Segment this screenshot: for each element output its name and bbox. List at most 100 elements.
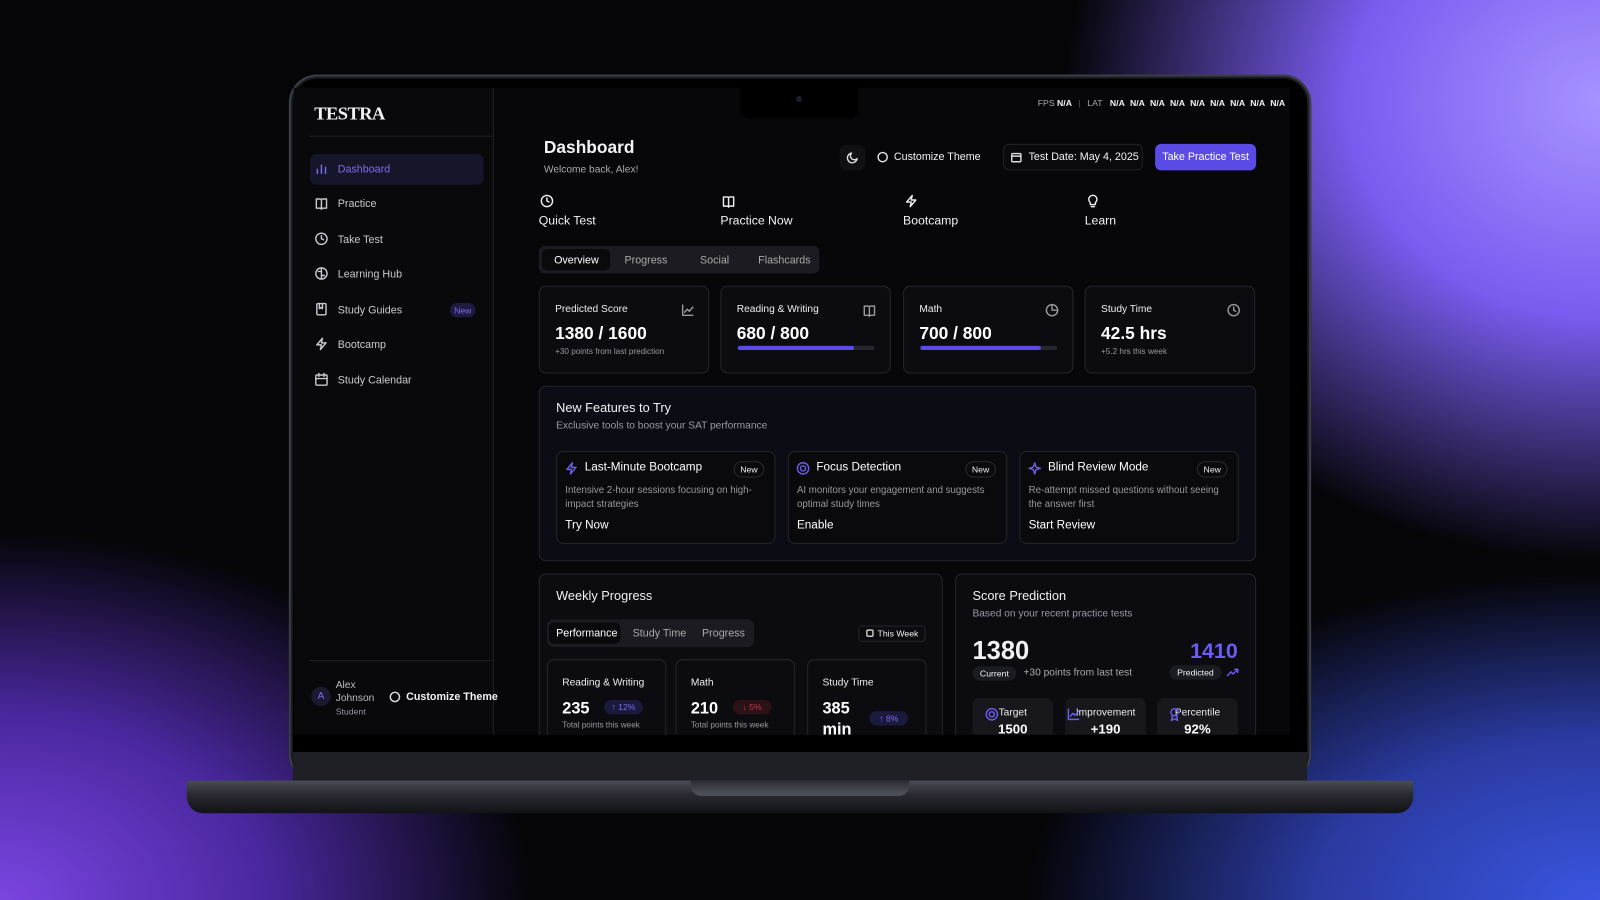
weekly-tab-active-bg (548, 622, 621, 644)
feature-description: Intensive 2-hour sessions focusing on hi… (565, 484, 752, 511)
metric-label: Percentile (1174, 707, 1221, 719)
feature-title: Last-Minute Bootcamp (584, 461, 703, 474)
tab[interactable]: Social (699, 254, 730, 267)
features-title: New Features to Try (556, 401, 671, 416)
tab[interactable]: Flashcards (758, 254, 811, 267)
nav-item[interactable]: Learning Hub (337, 268, 403, 281)
nav-item[interactable]: Take Test (337, 233, 383, 246)
weekly-value: 210 (690, 699, 719, 718)
nav-active-bg (310, 154, 484, 185)
nav-badge: New (449, 303, 476, 318)
weekly-label: Reading & Writing (562, 677, 645, 689)
metric-value: 1500 (997, 721, 1028, 735)
notch (739, 87, 859, 119)
fps-label: FPS (1037, 97, 1055, 109)
weekly-tab[interactable]: Performance (556, 627, 618, 640)
nav-icon (316, 164, 327, 175)
stat-icon (1227, 303, 1240, 317)
progress-bar (737, 345, 854, 350)
feature-badge: New (965, 461, 996, 478)
prediction-title: Score Prediction (972, 588, 1067, 604)
palette-icon (877, 151, 888, 163)
screen: TESTRA New A Alex Johnson Student Custom… (293, 87, 1290, 735)
calendar-icon (866, 629, 874, 637)
feature-badge: New (1196, 461, 1228, 478)
features-subtitle: Exclusive tools to boost your SAT perfor… (556, 420, 768, 432)
quick-action-icon (722, 196, 735, 208)
feature-action[interactable]: Start Review (1028, 519, 1096, 532)
page-title: Dashboard (543, 137, 635, 158)
feature-action[interactable]: Try Now (565, 519, 609, 532)
predicted-score: 1410 (1190, 639, 1238, 664)
metric-icon (1067, 708, 1080, 721)
camera (795, 95, 803, 103)
stat-note: +30 points from last prediction (555, 346, 665, 357)
user-role: Student (335, 706, 366, 717)
weekly-value: 235 (562, 699, 590, 718)
moon-icon (846, 152, 858, 164)
theme-toggle[interactable] (839, 144, 866, 171)
prediction-subtitle: Based on your recent practice tests (972, 608, 1133, 620)
weekly-change: ↑ 12% (604, 699, 643, 715)
nav-item[interactable]: Study Calendar (337, 374, 412, 387)
stat-value: 700 / 800 (919, 323, 992, 343)
tab[interactable]: Progress (624, 254, 668, 267)
feature-icon (796, 462, 810, 475)
feature-description: AI monitors your engagement and suggests… (796, 484, 985, 511)
metric-icon (985, 707, 999, 721)
lat-value: N/A (1129, 97, 1145, 109)
stat-value: 42.5 hrs (1101, 323, 1167, 343)
nav-icon (315, 267, 328, 280)
weekly-tab[interactable]: Study Time (632, 627, 687, 640)
tab[interactable]: Overview (554, 254, 599, 267)
stat-label: Predicted Score (555, 304, 628, 316)
quick-action-icon (540, 194, 554, 208)
lat-value: N/A (1190, 97, 1206, 109)
user-name: Alex Johnson (335, 679, 375, 705)
status-bar: FPS N/A | LAT N/A N/A N/A N/A N/A N/A N/A N/A N/… (1038, 98, 1289, 108)
nav-icon (316, 337, 327, 351)
weekly-card (807, 659, 927, 735)
metric-label: Improvement (1075, 707, 1136, 719)
score-delta: +30 points from last test (1023, 667, 1133, 679)
nav-item[interactable]: Practice (337, 197, 377, 211)
screen-content: TESTRA New A Alex Johnson Student Custom… (293, 87, 1290, 735)
current-score: 1380 (972, 636, 1030, 666)
lat-value: N/A (1210, 97, 1226, 109)
stat-note: +5.2 hrs this week (1101, 346, 1168, 357)
stat-icon (863, 305, 876, 318)
nav-item[interactable]: Bootcamp (337, 338, 387, 352)
range: This Week (877, 628, 919, 639)
nav-item[interactable]: Study Guides (337, 304, 403, 317)
quick-action[interactable]: Learn (1084, 213, 1117, 228)
sidebar-theme-button[interactable]: Customize Theme (406, 690, 498, 704)
metric-value: +190 (1090, 721, 1121, 735)
logo-divider (309, 135, 493, 137)
test-date-box[interactable] (1003, 143, 1143, 171)
metric-card (1065, 697, 1146, 735)
predicted-label: Predicted (1169, 665, 1222, 680)
feature-action[interactable]: Enable (796, 519, 834, 532)
stat-icon (681, 304, 694, 317)
current-label: Current (972, 666, 1017, 681)
quick-action[interactable]: Practice Now (720, 213, 793, 228)
stat-icon (1045, 303, 1059, 317)
stat-card (903, 285, 1074, 374)
user-divider (309, 660, 493, 662)
range-box[interactable] (858, 625, 926, 642)
stat-label: Study Time (1101, 304, 1153, 316)
quick-action[interactable]: Bootcamp (903, 213, 959, 228)
weekly-tab[interactable]: Progress (702, 627, 745, 640)
lat-value: N/A (1250, 97, 1266, 109)
lat-label: LAT (1087, 97, 1103, 109)
quick-action[interactable]: Quick Test (538, 213, 596, 228)
cta-button[interactable]: Take Practice Test (1155, 143, 1257, 171)
customize-theme[interactable]: Customize Theme (893, 151, 981, 164)
feature-icon (1028, 462, 1042, 475)
lat-value: N/A (1149, 97, 1165, 109)
weekly-change: ↓ 5% (732, 699, 772, 715)
stat-label: Math (919, 304, 943, 316)
fps-value: N/A (1057, 97, 1072, 109)
nav-item[interactable]: Dashboard (337, 163, 391, 176)
